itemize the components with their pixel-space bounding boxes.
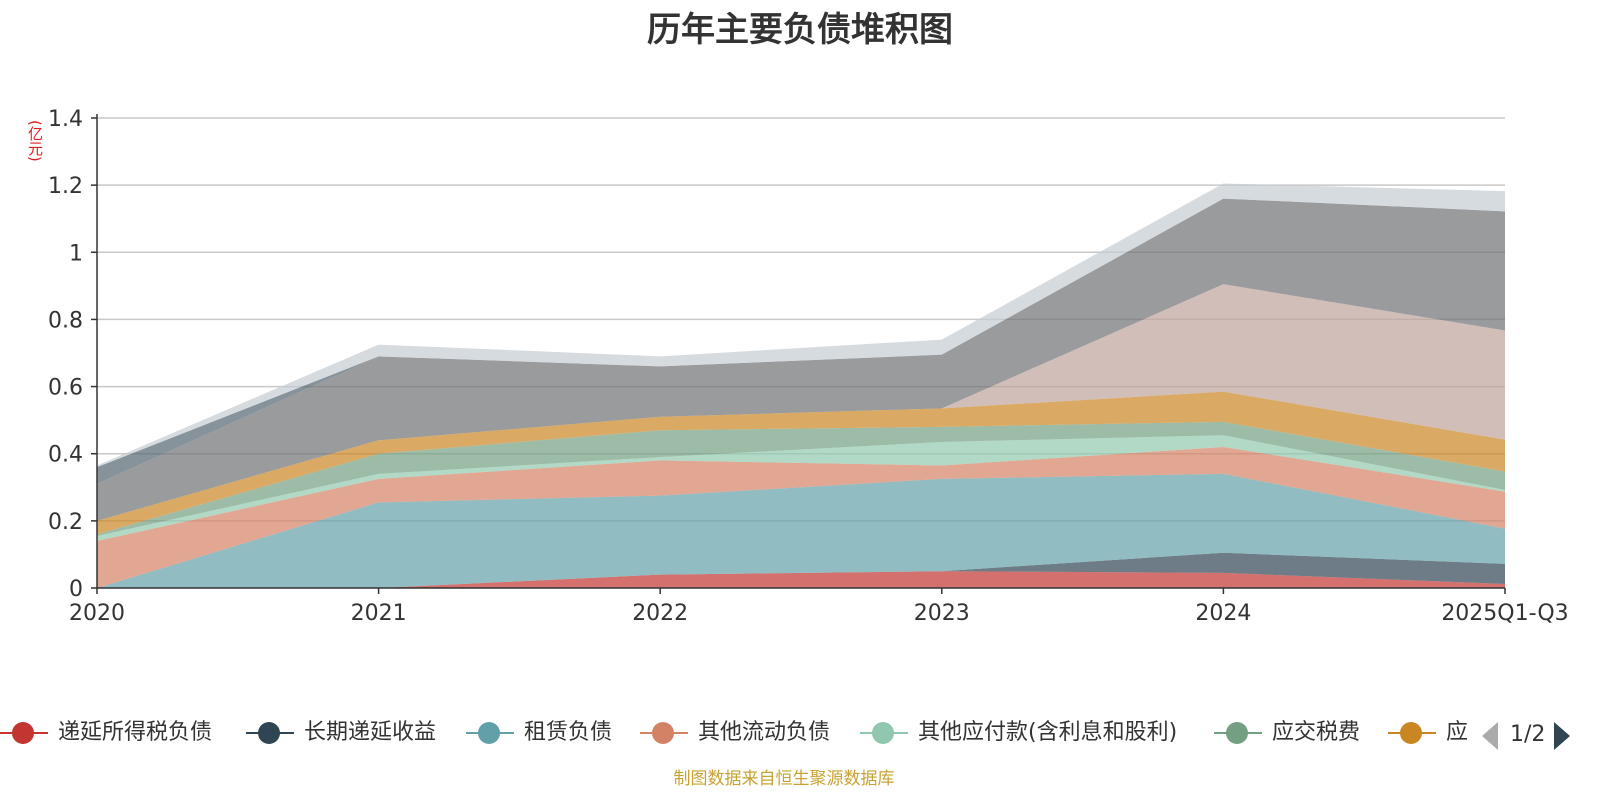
legend-prev-page-icon[interactable] <box>1482 722 1498 750</box>
legend-item[interactable]: 递延所得税负债 <box>0 718 240 748</box>
area-chart: 0 0.2 0.4 0.6 0.8 1 1.2 1.4 2020 2021 2022 2023 2024… <box>48 107 1569 626</box>
legend-label: 租赁负债 <box>524 720 613 745</box>
legend-marker-icon <box>872 722 894 744</box>
area-series-2 <box>97 473 1505 588</box>
legend-label: 应 <box>1446 720 1469 745</box>
axes: 0 0.2 0.4 0.6 0.8 1 1.2 1.4 2020 2021 2022 2023 2024… <box>48 107 1569 626</box>
y-tick-label: 0.4 <box>48 443 83 468</box>
x-tick-label: 2022 <box>632 601 688 626</box>
area-series-3 <box>97 447 1505 588</box>
legend-marker-icon <box>1226 722 1248 744</box>
y-tick-label: 0.2 <box>48 510 83 535</box>
legend-label: 其他流动负债 <box>698 720 831 745</box>
area-series-5 <box>97 421 1505 536</box>
legend-item[interactable]: 应 <box>1388 718 1480 748</box>
stacked-areas <box>97 183 1505 588</box>
legend-item[interactable]: 其他应付款(含利息和股利) <box>860 718 1208 748</box>
legend-marker-icon <box>1400 722 1422 744</box>
legend: 递延所得税负债 长期递延收益 租赁负债 其他流动负债 其他应付款(含利息和股利) 应交税费… <box>0 718 1480 748</box>
y-axis-unit-label: (亿元) <box>26 120 44 162</box>
legend-label: 长期递延收益 <box>304 720 437 745</box>
x-tick-label: 2024 <box>1195 601 1251 626</box>
legend-label: 应交税费 <box>1272 720 1361 745</box>
x-tick-label: 2021 <box>351 601 407 626</box>
legend-next-page-icon[interactable] <box>1554 722 1570 750</box>
y-tick-label: 1.4 <box>48 107 83 132</box>
y-tick-label: 1 <box>69 241 83 266</box>
y-tick-label: 0.8 <box>48 308 83 333</box>
x-tick-label: 2023 <box>914 601 970 626</box>
y-tick-label: 1.2 <box>48 174 83 199</box>
legend-label: 递延所得税负债 <box>58 720 213 745</box>
y-tick-label: 0 <box>69 577 83 602</box>
legend-marker-icon <box>258 722 280 744</box>
legend-page-indicator: 1/2 <box>1510 722 1546 747</box>
area-series-0 <box>97 571 1505 588</box>
legend-item[interactable]: 应交税费 <box>1214 718 1382 748</box>
legend-item[interactable]: 长期递延收益 <box>246 718 460 748</box>
area-series-7 <box>97 284 1505 521</box>
y-tick-label: 0.6 <box>48 376 83 401</box>
area-series-4 <box>97 435 1505 541</box>
data-source-note: 制图数据来自恒生聚源数据库 <box>673 769 895 789</box>
area-series-1 <box>97 552 1505 588</box>
legend-item[interactable]: 其他流动负债 <box>640 718 854 748</box>
legend-marker-icon <box>478 722 500 744</box>
legend-marker-icon <box>652 722 674 744</box>
area-series-8 <box>97 198 1505 521</box>
legend-item[interactable]: 租赁负债 <box>466 718 636 748</box>
legend-pager: 1/2 <box>1478 720 1600 750</box>
legend-marker-icon <box>12 722 34 744</box>
chart-title: 历年主要负债堆积图 <box>647 10 953 50</box>
x-tick-label: 2025Q1-Q3 <box>1441 601 1568 626</box>
legend-label: 其他应付款(含利息和股利) <box>918 720 1178 745</box>
area-series-6 <box>97 391 1505 535</box>
x-tick-label: 2020 <box>69 601 125 626</box>
